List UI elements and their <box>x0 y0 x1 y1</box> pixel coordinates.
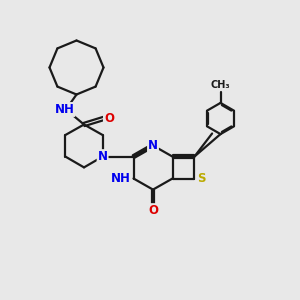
Text: S: S <box>197 172 205 185</box>
Text: NH: NH <box>55 103 74 116</box>
Text: O: O <box>148 204 158 217</box>
Text: NH: NH <box>111 172 130 185</box>
Text: N: N <box>148 139 158 152</box>
Text: CH₃: CH₃ <box>211 80 230 90</box>
Text: O: O <box>104 112 114 125</box>
Text: N: N <box>98 150 108 163</box>
